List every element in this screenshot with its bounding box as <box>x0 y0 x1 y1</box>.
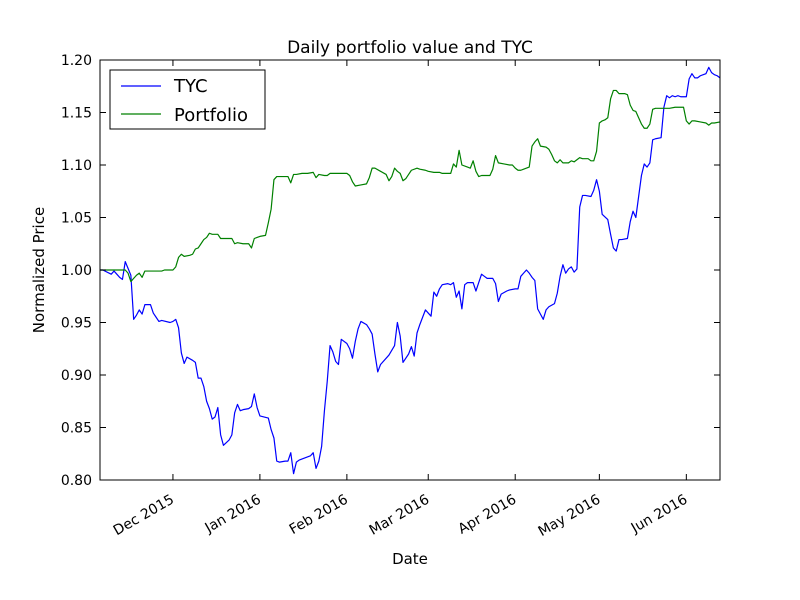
y-tick-label: 1.15 <box>61 106 92 122</box>
legend-label-tyc: TYC <box>173 76 208 97</box>
series-line-tyc <box>100 66 721 475</box>
y-tick-label: 1.05 <box>61 211 92 227</box>
chart-title: Daily portfolio value and TYC <box>287 38 533 58</box>
y-tick-label: 1.10 <box>61 158 92 174</box>
y-tick-label: 0.85 <box>61 421 92 437</box>
y-tick-label: 0.80 <box>61 473 92 489</box>
y-axis-label: Normalized Price <box>30 207 48 333</box>
y-tick-label: 0.90 <box>61 368 92 384</box>
legend-label-portfolio: Portfolio <box>174 105 248 126</box>
y-axis-ticks: 0.80 0.85 0.90 0.95 1.00 1.05 1.10 1.15 1.20 <box>61 53 720 489</box>
y-tick-label: 1.00 <box>61 263 92 279</box>
series-line-portfolio <box>100 89 721 283</box>
x-axis-label: Date <box>392 550 428 568</box>
plot-background <box>100 60 720 480</box>
y-tick-label: 1.20 <box>61 53 92 69</box>
y-tick-label: 0.95 <box>61 316 92 332</box>
legend-box <box>109 69 266 130</box>
series-layer <box>100 66 721 475</box>
legend: TYC Portfolio <box>109 69 266 130</box>
